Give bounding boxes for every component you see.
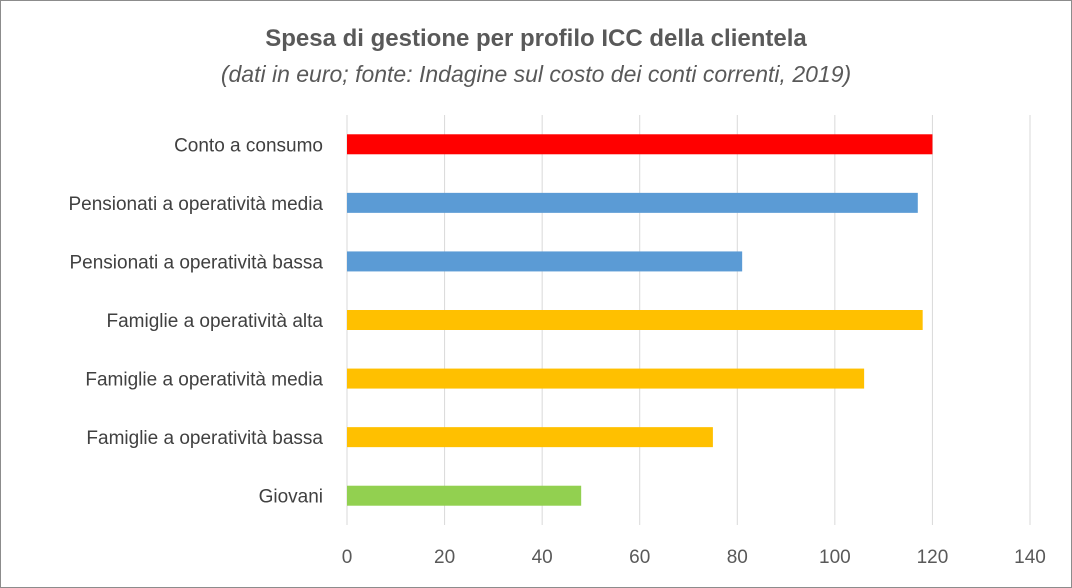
category-label: Famiglie a operatività media [85, 370, 323, 391]
bar [347, 368, 865, 389]
x-tick-label: 20 [434, 547, 455, 568]
category-label: Pensionati a operatività bassa [70, 252, 324, 273]
category-label: Pensionati a operatività media [68, 194, 323, 215]
x-tick-label: 80 [727, 547, 748, 568]
category-labels: Conto a consumo Pensionati a operatività … [68, 135, 323, 507]
x-axis-tick-labels: 0 20 40 60 80 100 120 140 [342, 547, 1046, 568]
x-tick-label: 0 [342, 547, 353, 568]
x-tick-label: 60 [629, 547, 650, 568]
bar [347, 192, 918, 213]
x-tick-label: 40 [532, 547, 553, 568]
category-label: Conto a consumo [174, 135, 323, 156]
category-label: Famiglie a operatività alta [107, 311, 324, 332]
bar [347, 310, 923, 330]
category-label: Famiglie a operatività bassa [86, 428, 323, 449]
bar [347, 427, 713, 448]
chart-subtitle: (dati in euro; fonte: Indagine sul costo… [221, 61, 851, 87]
bar [347, 485, 582, 506]
bar [347, 134, 933, 155]
bar [347, 251, 743, 272]
bars [347, 134, 933, 506]
x-tick-label: 120 [917, 547, 949, 568]
chart-title: Spesa di gestione per profilo ICC della … [265, 25, 807, 52]
category-label: Giovani [259, 487, 323, 508]
x-tick-label: 140 [1014, 547, 1046, 568]
x-tick-label: 100 [819, 547, 851, 568]
